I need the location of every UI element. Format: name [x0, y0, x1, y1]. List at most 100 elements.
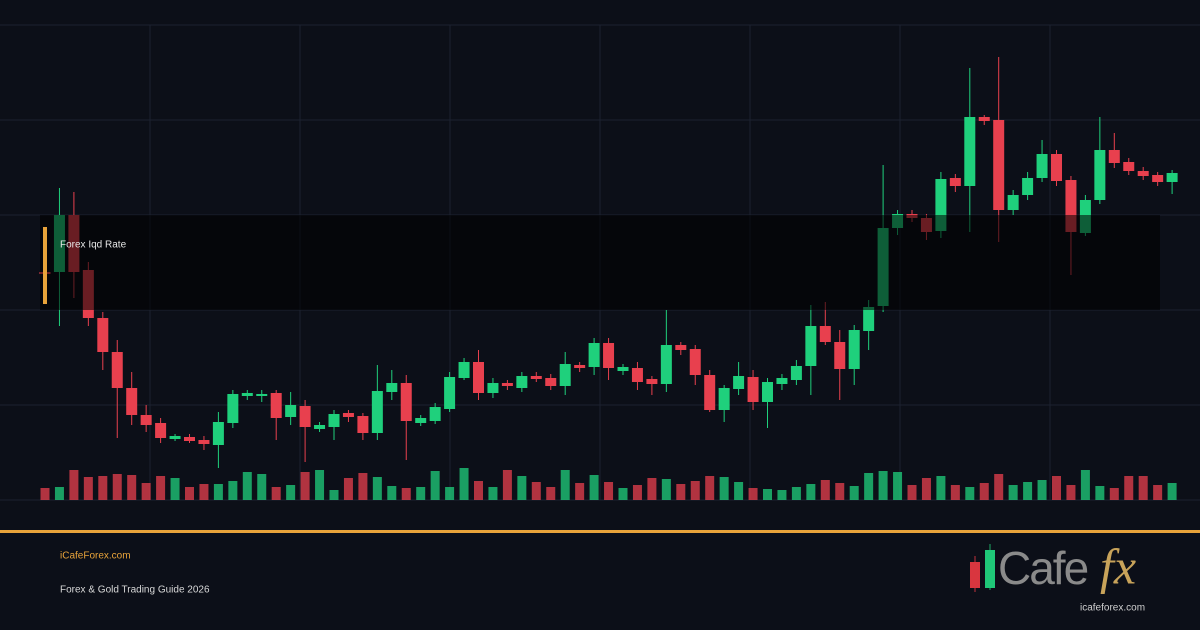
candle-body [357, 416, 369, 433]
candle-body [444, 377, 456, 409]
volume-bar [54, 487, 64, 500]
candle-body [111, 352, 123, 388]
legend-label: Forex Iqd Rate [60, 240, 127, 251]
candle-body [588, 343, 600, 367]
legend-marker [43, 227, 47, 304]
volume-bar [618, 488, 628, 500]
volume-bar [445, 487, 455, 500]
candle-body [270, 393, 282, 418]
volume-bar [329, 490, 339, 500]
candle-body [762, 382, 773, 402]
volume-bar [127, 475, 137, 500]
volume-bar [459, 468, 469, 500]
candle-body [530, 376, 542, 379]
volume-bar [748, 488, 758, 500]
footer-site: iCafeForex.com [60, 551, 131, 562]
volume-bar [849, 486, 859, 500]
volume-bar [604, 482, 614, 500]
candle-body [1022, 178, 1034, 195]
volume-bar [1008, 485, 1018, 500]
volume-bar [141, 483, 151, 500]
candle-body [256, 394, 268, 396]
candle-body [1137, 171, 1149, 176]
candle-body [473, 362, 484, 393]
candle-body [501, 383, 513, 386]
volume-bar [835, 483, 845, 500]
volume-bar [979, 483, 989, 500]
candle-body [227, 394, 239, 423]
volume-bar [1066, 485, 1076, 500]
volume-bar [315, 470, 325, 500]
legend-band [40, 215, 1160, 310]
candle-body [848, 330, 860, 369]
logo-candle [985, 550, 995, 588]
volume-bar [300, 472, 310, 500]
volume-bar [242, 472, 252, 500]
volume-bar [1153, 485, 1163, 500]
volume-bar [1052, 476, 1061, 500]
candle-body [285, 405, 297, 417]
volume-bar [98, 476, 108, 500]
volume-bar [502, 470, 512, 500]
candle-body [241, 393, 253, 396]
volume-bar [878, 471, 888, 500]
volume-bar [343, 478, 353, 500]
volume-bar [531, 482, 541, 500]
volume-bar [170, 478, 180, 500]
candle-body [386, 383, 398, 392]
logo: Cafe fx icafeforex.com [970, 538, 1145, 614]
volume-bar [763, 489, 772, 500]
candle-body [689, 349, 701, 375]
volume-bar [589, 475, 599, 500]
volume-bar [199, 484, 209, 500]
volume-bar [83, 477, 93, 500]
candle-body [400, 383, 412, 421]
candle-body [646, 379, 658, 384]
candle-body [415, 418, 427, 423]
volume-bar [488, 487, 498, 500]
candle-body [1036, 154, 1048, 178]
logo-candle [970, 562, 980, 588]
volume-bar [907, 485, 917, 500]
volume-bar [430, 471, 440, 500]
volume-bar [791, 487, 801, 500]
volume-bar [575, 483, 585, 500]
candle-body [978, 117, 990, 121]
candle-body [733, 376, 745, 389]
candle-body [819, 326, 831, 342]
candle-body [1166, 173, 1178, 182]
volume-bar [40, 488, 50, 500]
candle-body [617, 367, 629, 371]
candle-body [1094, 150, 1106, 200]
volume-bar [358, 473, 368, 500]
candle-body [805, 326, 817, 366]
candle-body [834, 342, 846, 369]
volume-bar [1080, 470, 1090, 500]
volume-bar [257, 474, 267, 500]
volume-bar [921, 478, 931, 500]
candle-body [964, 117, 976, 186]
candle-body [126, 388, 138, 415]
volume-bar [1095, 486, 1105, 500]
candle-body [1007, 195, 1019, 210]
volume-bar [647, 478, 657, 500]
candle-body [718, 388, 730, 410]
plot [39, 57, 1178, 500]
candle-body [660, 345, 672, 384]
volume-bar [560, 470, 570, 500]
candle-body [776, 378, 788, 384]
candle-body [675, 345, 687, 350]
volume-bar [286, 485, 296, 500]
volume-bar [271, 487, 281, 500]
divider [0, 530, 1200, 533]
candle-body [790, 366, 802, 380]
volume-bar [416, 487, 426, 500]
volume-bar [69, 470, 79, 500]
volume-bar [387, 486, 397, 500]
candle-body [631, 368, 643, 382]
candle-body [603, 343, 615, 368]
candle-body [328, 414, 340, 427]
candle-body [184, 437, 195, 441]
volume-bar [950, 485, 960, 500]
